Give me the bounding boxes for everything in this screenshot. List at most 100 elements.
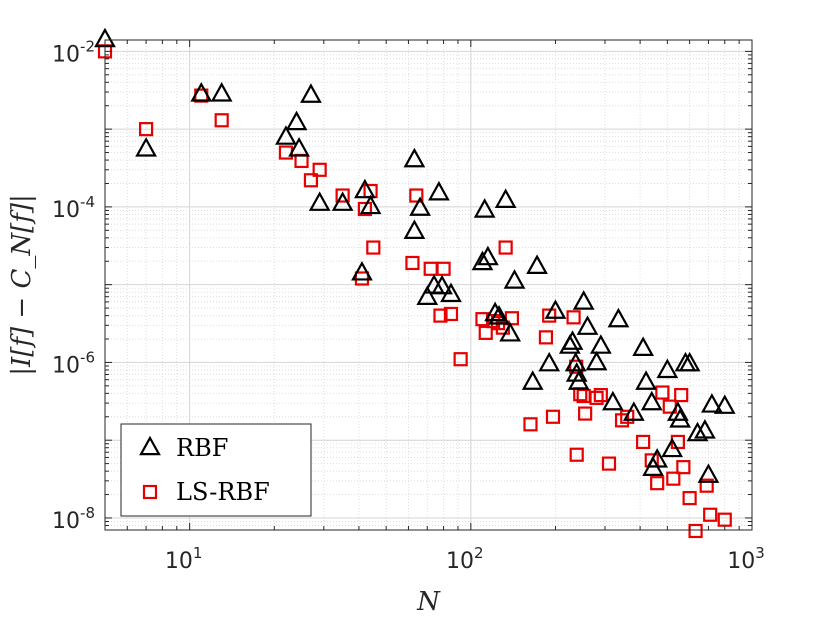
rbf-point	[403, 147, 426, 168]
rbf-point	[431, 274, 453, 295]
legend: RBF LS-RBF	[120, 423, 312, 517]
rbf-point	[488, 305, 510, 325]
ls-rbf-point	[569, 447, 584, 462]
y-tick-labels: 10-8 10-6 10-4 10-2	[52, 37, 95, 534]
ls-rbf-point	[312, 162, 327, 177]
ls-rbf-point	[453, 352, 468, 367]
rbf-point	[713, 394, 736, 414]
ls-rbf-point	[717, 512, 732, 527]
ls-rbf-point	[703, 507, 718, 522]
rbf-point	[471, 250, 494, 271]
ls-rbf-point	[636, 434, 651, 450]
rbf-point	[416, 285, 439, 305]
rbf-point	[607, 307, 630, 328]
ls-rbf-point	[538, 330, 554, 345]
data-series	[94, 27, 736, 539]
rbf-point	[275, 125, 297, 145]
x-tick-label: 102	[446, 544, 484, 574]
ls-rbf-point	[682, 491, 697, 506]
legend-marker-ls-rbf	[142, 484, 158, 500]
rbf-point	[331, 191, 354, 211]
rbf-point	[656, 358, 679, 379]
ls-rbf-point	[601, 456, 617, 471]
rbf-point	[576, 315, 599, 335]
rbf-point	[661, 437, 684, 458]
y-tick-label: 10-8	[52, 504, 95, 534]
ls-rbf-point	[443, 306, 459, 322]
ls-rbf-point	[699, 478, 714, 493]
ls-rbf-point	[578, 406, 593, 421]
rbf-point	[601, 390, 624, 411]
y-axis-label: |I[f] − C_N[f]|	[7, 194, 37, 376]
rbf-point	[484, 301, 506, 322]
ls-rbf-point	[650, 476, 665, 491]
ls-rbf-point	[498, 240, 513, 255]
rbf-point	[635, 370, 657, 390]
ls-rbf-point	[357, 201, 372, 217]
ls-rbf-point	[674, 388, 689, 403]
rbf-point	[521, 370, 544, 390]
rbf-point	[288, 137, 310, 157]
ls-rbf-point	[655, 385, 670, 400]
rbf-point	[538, 351, 561, 372]
x-axis-label: N	[416, 587, 441, 617]
rbf-point	[359, 194, 382, 215]
rbf-point	[646, 448, 669, 468]
y-tick-label: 10-6	[52, 348, 95, 378]
rbf-point	[503, 269, 526, 289]
y-tick-label: 10-2	[52, 37, 95, 67]
rbf-point	[564, 351, 587, 372]
rbf-point	[640, 390, 663, 411]
rbf-point	[300, 83, 322, 103]
rbf-point	[403, 219, 426, 239]
ls-rbf-point	[589, 390, 604, 405]
ls-rbf-point	[545, 409, 561, 424]
rbf-point	[494, 188, 517, 208]
ls-rbf-point	[593, 388, 608, 403]
ls-rbf-point	[542, 308, 557, 323]
legend-label-ls-rbf: LS-RBF	[176, 478, 270, 506]
rbf-point	[428, 180, 450, 201]
ls-rbf-point	[688, 523, 703, 539]
rbf-point	[526, 254, 548, 274]
rbf-point	[440, 282, 462, 303]
ls-rbf-point	[676, 460, 691, 475]
rbf-point	[669, 408, 691, 428]
rbf-point	[697, 463, 720, 483]
ls-rbf-point	[214, 113, 229, 128]
ls-rbf-point	[303, 173, 319, 188]
legend-marker-rbf	[139, 435, 161, 456]
ls-rbf-point	[138, 122, 154, 137]
ls-rbf-point	[620, 409, 635, 424]
rbf-point	[499, 321, 522, 342]
rbf-point	[409, 196, 431, 216]
ls-rbf-point	[666, 471, 681, 486]
rbf-point	[351, 260, 373, 281]
rbf-point	[473, 198, 496, 218]
rbf-point	[572, 290, 595, 310]
ls-rbf-point	[405, 255, 420, 271]
rbf-point	[678, 351, 701, 372]
ls-rbf-point	[335, 188, 350, 203]
rbf-point	[585, 350, 608, 371]
ls-rbf-point	[478, 325, 493, 340]
legend-triangle	[139, 435, 161, 456]
rbf-point	[477, 245, 499, 266]
rbf-point	[135, 137, 157, 157]
rbf-point	[565, 362, 588, 382]
axis-ticks	[104, 40, 753, 531]
ls-rbf-point	[523, 417, 538, 432]
y-tick-label: 10-4	[52, 193, 95, 223]
series-rbf	[94, 27, 736, 483]
legend-square	[142, 484, 158, 500]
series-ls-rbf	[97, 44, 732, 539]
rbf-point	[308, 191, 331, 211]
rbf-point	[589, 334, 612, 354]
rbf-point	[561, 330, 584, 350]
rbf-point	[190, 82, 213, 102]
rbf-point	[622, 401, 645, 421]
x-tick-label: 101	[165, 544, 203, 574]
rbf-point	[667, 401, 689, 421]
rbf-point	[632, 336, 654, 356]
